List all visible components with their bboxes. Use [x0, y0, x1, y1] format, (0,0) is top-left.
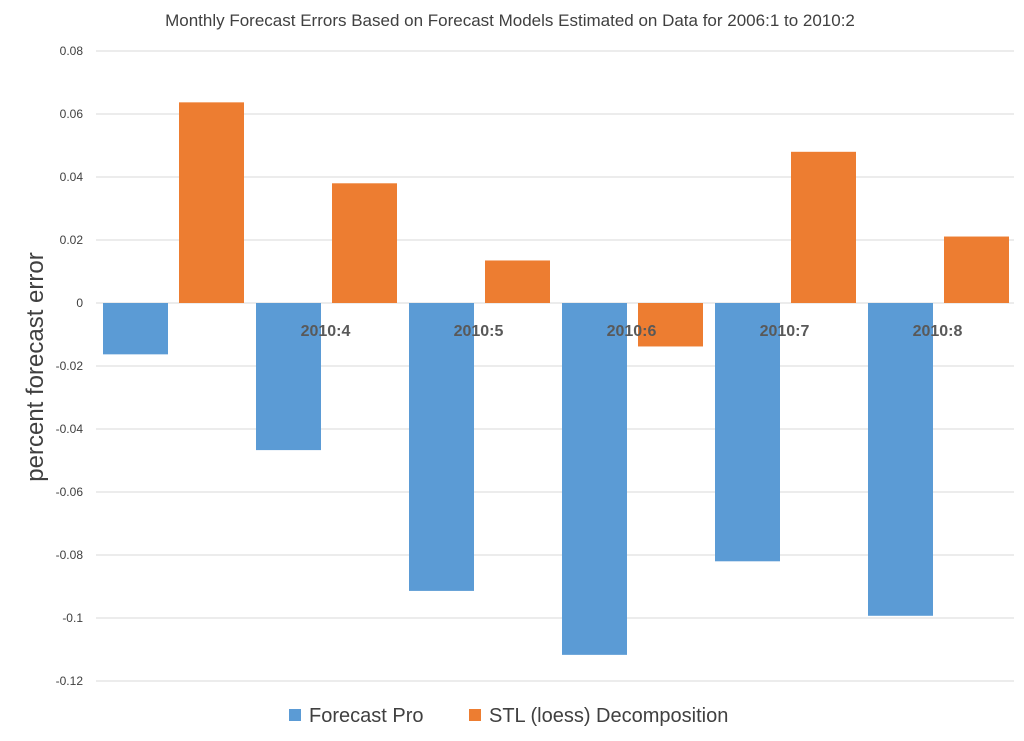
bar-series-0-cat-2	[409, 303, 474, 591]
legend-label-0: Forecast Pro	[309, 705, 423, 727]
x-tick-label: 2010:5	[454, 323, 504, 340]
y-tick-label: 0	[76, 296, 83, 310]
legend-label-1: STL (loess) Decomposition	[489, 705, 728, 727]
bar-series-0-cat-0	[103, 303, 168, 355]
bar-series-1-cat-5	[944, 236, 1009, 303]
y-tick-label: -0.08	[56, 548, 84, 562]
y-tick-label: -0.06	[56, 485, 84, 499]
y-axis-ticks: 0.08 0.06 0.04 0.02 0 -0.02 -0.04 -0.06 -0.08 -0.…	[56, 44, 84, 688]
bar-series-1-cat-1	[332, 183, 397, 303]
bar-series-0-cat-1	[256, 303, 321, 451]
bar-series-1-cat-2	[485, 260, 550, 303]
y-tick-label: 0.06	[60, 107, 84, 121]
legend-swatch-1	[469, 709, 481, 721]
x-tick-label: 2010:6	[607, 323, 657, 340]
chart-title: Monthly Forecast Errors Based on Forecas…	[165, 11, 855, 30]
bar-series-0-cat-5	[868, 303, 933, 616]
y-tick-label: -0.1	[62, 611, 83, 625]
x-tick-label: 2010:8	[913, 323, 963, 340]
bar-series-0-cat-4	[715, 303, 780, 562]
y-tick-label: -0.02	[56, 359, 84, 373]
y-tick-label: 0.04	[60, 170, 84, 184]
bars	[103, 102, 1009, 655]
gridlines	[96, 50, 1014, 682]
bar-series-0-cat-3	[562, 303, 627, 655]
x-tick-label: 2010:4	[301, 323, 351, 340]
y-tick-label: -0.04	[56, 422, 84, 436]
y-tick-label: 0.08	[60, 44, 84, 58]
y-tick-label: 0.02	[60, 233, 84, 247]
legend: Forecast Pro STL (loess) Decomposition	[289, 705, 728, 727]
legend-swatch-0	[289, 709, 301, 721]
bar-series-1-cat-0	[179, 102, 244, 303]
y-tick-label: -0.12	[56, 674, 84, 688]
x-axis-ticks: 2010:4 2010:5 2010:6 2010:7 2010:8	[301, 323, 963, 340]
bar-series-1-cat-3	[638, 303, 703, 347]
bar-series-1-cat-4	[791, 151, 856, 303]
y-axis-label: percent forecast error	[22, 252, 49, 481]
x-tick-label: 2010:7	[760, 323, 810, 340]
